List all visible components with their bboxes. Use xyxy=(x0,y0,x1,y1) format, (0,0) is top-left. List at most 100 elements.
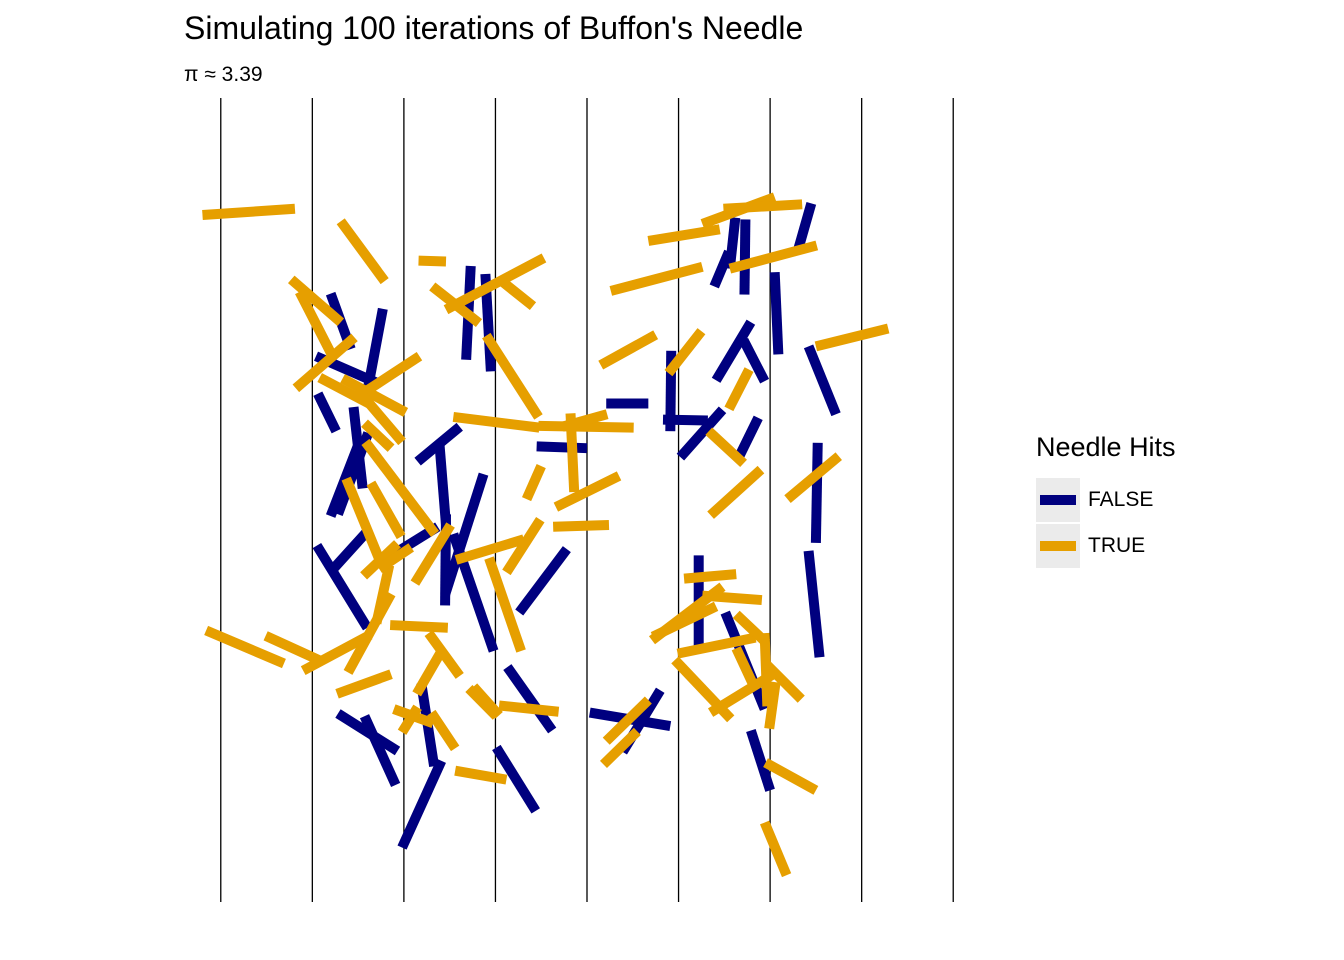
needle-true-68 xyxy=(598,330,659,370)
needle-true-27 xyxy=(389,620,449,633)
needle-false-13 xyxy=(676,406,727,461)
needle-true-65 xyxy=(647,224,721,246)
needle-true-67 xyxy=(664,328,706,377)
legend: Needle Hits FALSE TRUE xyxy=(1036,432,1176,569)
needle-false-37 xyxy=(769,271,784,355)
needle-true-22 xyxy=(484,556,526,653)
needle-true-10 xyxy=(340,374,409,417)
legend-label-false: FALSE xyxy=(1088,488,1154,511)
needle-true-45 xyxy=(683,569,737,584)
needle-true-11 xyxy=(361,419,395,452)
needle-false-34 xyxy=(724,217,741,270)
needle-false-24 xyxy=(312,542,372,631)
needle-false-42 xyxy=(313,391,341,434)
needle-true-29 xyxy=(498,700,560,717)
needle-true-58 xyxy=(705,427,747,468)
needle-true-62 xyxy=(728,240,819,274)
needle-true-64 xyxy=(723,199,803,214)
needle-true-5 xyxy=(443,253,547,315)
needle-true-6 xyxy=(499,278,537,311)
needle-true-66 xyxy=(609,262,704,296)
needle-false-5 xyxy=(503,664,557,734)
needle-false-26 xyxy=(414,422,463,466)
needle-true-40 xyxy=(204,625,286,669)
needle-true-33 xyxy=(427,709,460,752)
needle-true-21 xyxy=(502,516,545,576)
needles-group xyxy=(202,192,890,878)
legend-key-true xyxy=(1036,524,1080,568)
needle-true-61 xyxy=(814,323,890,352)
needle-true-70 xyxy=(553,471,622,512)
needle-false-23 xyxy=(329,527,372,573)
needle-false-38 xyxy=(803,344,841,417)
needle-false-41 xyxy=(732,415,763,463)
legend-item-true: TRUE xyxy=(1036,523,1176,569)
needle-true-7 xyxy=(429,282,483,328)
needle-true-57 xyxy=(707,465,765,519)
needle-true-0 xyxy=(202,203,296,221)
needle-false-12 xyxy=(810,442,823,543)
needle-true-19 xyxy=(552,520,610,532)
needle-false-2 xyxy=(359,714,401,788)
needle-true-18 xyxy=(538,420,634,433)
needle-true-38 xyxy=(343,591,396,675)
needle-true-49 xyxy=(764,681,781,730)
needle-true-41 xyxy=(599,727,641,769)
needle-true-55 xyxy=(763,758,819,795)
needle-true-9 xyxy=(292,333,358,393)
needle-true-17 xyxy=(452,411,541,433)
needle-false-10 xyxy=(746,728,775,792)
needle-true-24 xyxy=(341,476,386,566)
needle-true-44 xyxy=(731,646,760,690)
needle-true-60 xyxy=(784,452,842,503)
needle-true-36 xyxy=(300,630,373,676)
needle-true-25 xyxy=(360,540,401,580)
legend-item-false: FALSE xyxy=(1036,477,1176,523)
needle-true-54 xyxy=(732,610,770,647)
needle-false-0 xyxy=(397,758,446,850)
needle-true-14 xyxy=(361,438,440,537)
needle-true-72 xyxy=(376,543,414,573)
needle-true-74 xyxy=(392,704,435,729)
needle-true-16 xyxy=(482,332,543,420)
needle-false-39 xyxy=(739,337,770,384)
needle-true-30 xyxy=(454,765,508,785)
needle-false-44 xyxy=(434,445,451,526)
needle-true-8 xyxy=(295,289,337,357)
needle-false-17 xyxy=(536,441,588,454)
needle-true-52 xyxy=(671,656,735,723)
chart-subtitle: π ≈ 3.39 xyxy=(184,63,263,86)
legend-key-false xyxy=(1036,478,1080,522)
needle-true-51 xyxy=(650,601,719,642)
needle-true-2 xyxy=(287,275,344,327)
legend-label-true: TRUE xyxy=(1088,534,1146,557)
needle-true-32 xyxy=(412,650,445,697)
needle-true-26 xyxy=(454,534,526,565)
needle-false-4 xyxy=(492,744,540,814)
needle-true-56 xyxy=(760,820,792,878)
needle-true-59 xyxy=(724,367,754,412)
needle-true-39 xyxy=(335,669,393,699)
needle-false-11 xyxy=(803,550,825,658)
needle-true-42 xyxy=(602,696,652,745)
needle-true-1 xyxy=(336,218,389,285)
needle-true-3 xyxy=(418,255,447,267)
needle-true-28 xyxy=(424,630,464,679)
legend-title: Needle Hits xyxy=(1036,432,1176,462)
needle-true-53 xyxy=(676,632,757,659)
needle-false-15 xyxy=(711,319,756,383)
needle-true-71 xyxy=(560,409,609,432)
needle-true-15 xyxy=(366,480,406,540)
needle-true-23 xyxy=(410,522,455,586)
vertical-lines-group xyxy=(220,98,954,902)
chart-title: Simulating 100 iterations of Buffon's Ne… xyxy=(184,10,804,46)
needle-false-31 xyxy=(348,406,368,489)
needle-true-20 xyxy=(522,464,546,502)
needle-false-36 xyxy=(792,202,817,254)
needle-true-46 xyxy=(701,590,763,606)
needle-true-73 xyxy=(469,683,503,719)
needle-true-13 xyxy=(353,385,406,446)
needle-false-20 xyxy=(440,472,489,597)
needle-true-35 xyxy=(263,631,325,667)
